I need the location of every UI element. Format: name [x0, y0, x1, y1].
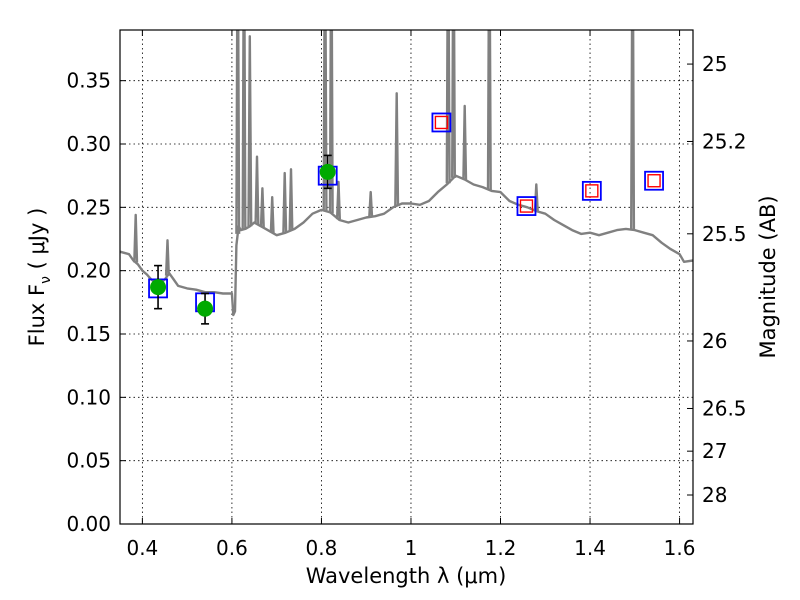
magnitude-tick-label: 25.2	[702, 129, 747, 153]
y-axis-label-unit: ( μJy )	[25, 208, 49, 276]
emission-line	[164, 239, 170, 276]
emission-line	[235, 30, 241, 234]
x-tick-label: 0.4	[126, 536, 158, 560]
y-tick-label: 0.20	[66, 259, 111, 283]
model-photometry-blue	[581, 180, 602, 201]
plot-background	[120, 30, 693, 524]
magnitude-tick-label: 27	[702, 439, 727, 463]
emission-line	[322, 30, 328, 211]
emission-line	[335, 180, 341, 220]
emission-line	[133, 213, 139, 263]
magnitude-tick-label: 26	[702, 329, 727, 353]
emission-line	[630, 30, 636, 230]
emission-line	[462, 104, 468, 180]
model-photometry-blue	[644, 170, 664, 191]
emission-line	[288, 168, 294, 231]
emission-line	[254, 155, 260, 225]
emission-line	[451, 30, 456, 178]
emission-line	[486, 30, 492, 190]
emission-line	[247, 35, 253, 227]
y-tick-label: 0.05	[66, 449, 111, 473]
model-photometry-blue	[516, 196, 537, 216]
x-tick-label: 1.4	[574, 536, 606, 560]
y-tick-label: 0.00	[66, 512, 111, 536]
emission-line	[394, 92, 400, 206]
emission-line	[328, 30, 334, 214]
y-axis: 0.00 0.05 0.10 0.15 0.20 0.25 0.30 0.35	[66, 69, 126, 536]
model-photometry-red	[519, 199, 534, 213]
x-tick-label: 0.8	[306, 536, 338, 560]
emission-line	[445, 30, 451, 184]
model-photometry-red	[585, 184, 599, 198]
x-tick-label: 0.6	[216, 536, 248, 560]
grid-lines	[120, 30, 693, 525]
y-tick-label: 0.25	[66, 195, 111, 219]
y-axis-label: Flux Fν ( μJy )	[25, 208, 54, 347]
emission-line	[259, 187, 265, 228]
x-tick-label: 1.6	[664, 536, 696, 560]
emission-line	[282, 171, 288, 233]
photometry-points	[148, 112, 664, 325]
measured-photometry-point	[319, 163, 336, 180]
magnitude-axis: 25 25.2 25.5 26 26.5 27 28	[687, 52, 747, 507]
measured-photometry-point	[197, 300, 214, 317]
spectrum-continuum	[120, 174, 693, 317]
emission-line	[368, 190, 374, 217]
y-tick-label: 0.35	[66, 69, 111, 93]
magnitude-tick-label: 25.5	[702, 222, 747, 246]
model-photometry-red	[647, 174, 661, 188]
x-axis-label: Wavelength λ (μm)	[306, 564, 507, 588]
y-tick-label: 0.10	[66, 385, 111, 409]
emission-line	[269, 196, 275, 233]
y2-axis-label: Magnitude (AB)	[756, 195, 780, 358]
x-axis: 0.4 0.6 0.8 1 1.2 1.4 1.6	[126, 30, 695, 560]
y-axis-label-subscript: ν	[38, 276, 54, 284]
magnitude-tick-label: 28	[702, 483, 727, 507]
x-tick-label: 1.2	[485, 536, 517, 560]
measured-photometry-point	[150, 279, 167, 296]
model-photometry-red	[434, 115, 449, 130]
spectrum-group	[120, 30, 693, 317]
magnitude-tick-label: 25	[702, 52, 727, 76]
magnitude-tick-label: 26.5	[702, 396, 747, 420]
plot-area	[120, 30, 693, 325]
x-tick-label: 1	[405, 536, 418, 560]
plot-frame	[119, 29, 694, 525]
emission-line	[241, 30, 247, 230]
model-photometry-blue	[431, 112, 452, 133]
y-axis-label-main: Flux F	[25, 284, 49, 346]
y-tick-label: 0.15	[66, 322, 111, 346]
y-tick-label: 0.30	[66, 132, 111, 156]
